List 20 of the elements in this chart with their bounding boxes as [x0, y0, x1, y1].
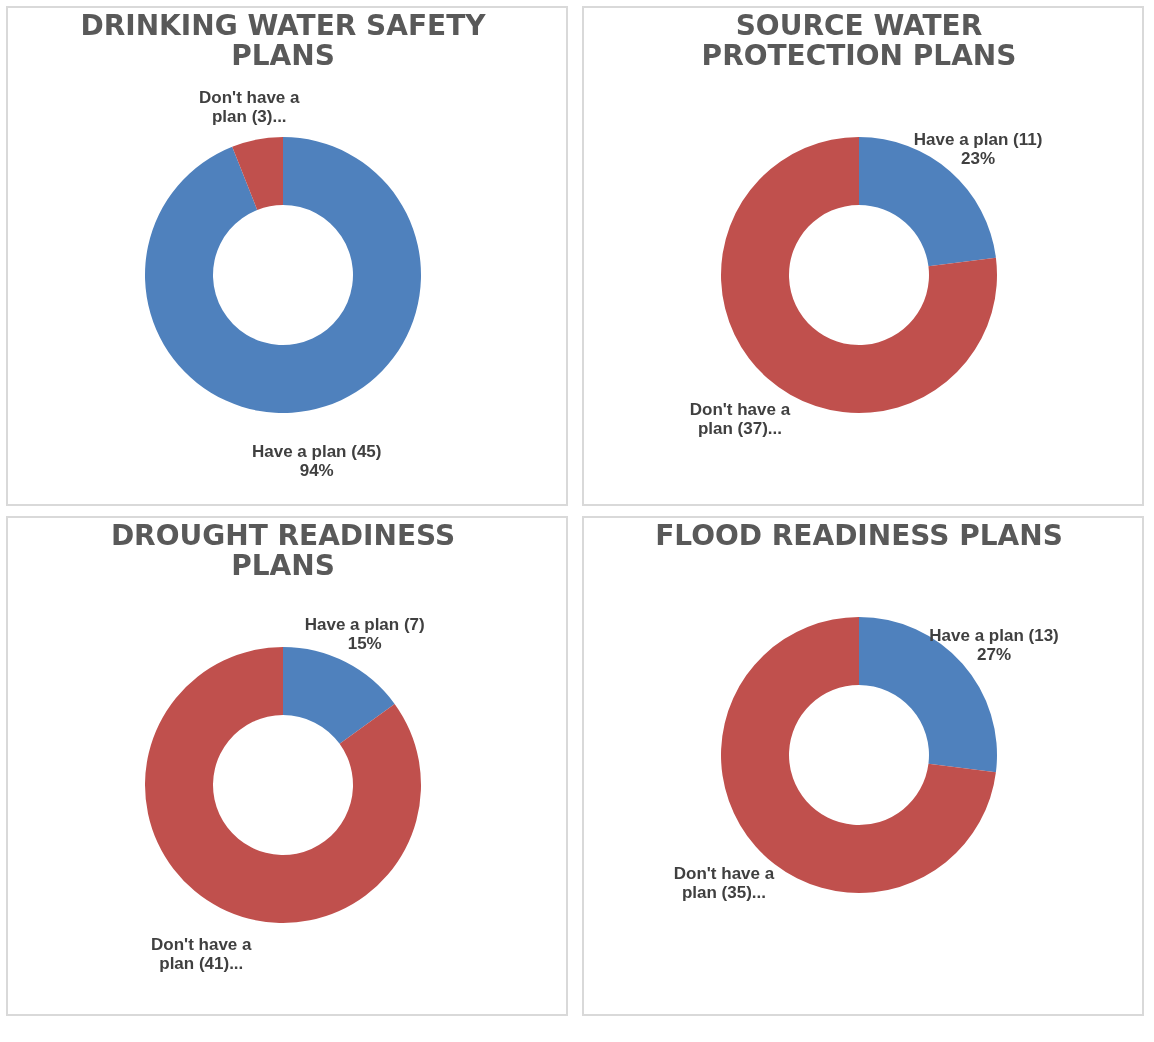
donut-slice — [145, 647, 421, 923]
chart-title: SOURCE WATER PROTECTION PLANS — [701, 9, 1017, 72]
chart-title: FLOOD READINESS PLANS — [655, 519, 1063, 552]
data-label: 15% — [347, 633, 382, 653]
data-label: 94% — [299, 460, 334, 480]
donut-slice — [145, 137, 421, 413]
slice-label: Have a plan (13) — [929, 625, 1059, 645]
slice-label: Don't have a plan (35)... — [673, 864, 775, 903]
slice-label: Have a plan (7) — [304, 614, 425, 634]
slice-label: Have a plan (45) — [252, 441, 382, 461]
chart-title: DRINKING WATER SAFETY PLANS — [80, 9, 487, 72]
data-label: 27% — [977, 644, 1012, 664]
slice-label: Don't have a plan (3)... — [199, 88, 301, 127]
slice-label: Don't have a plan (41)... — [151, 935, 253, 974]
donut-slice — [232, 137, 283, 210]
slice-label: Don't have a plan (37)... — [689, 400, 791, 439]
data-label: 23% — [961, 148, 996, 168]
donut-slice — [283, 647, 395, 744]
slice-label: Have a plan (11) — [913, 129, 1043, 149]
chart-title: DROUGHT READINESS PLANS — [110, 519, 456, 582]
